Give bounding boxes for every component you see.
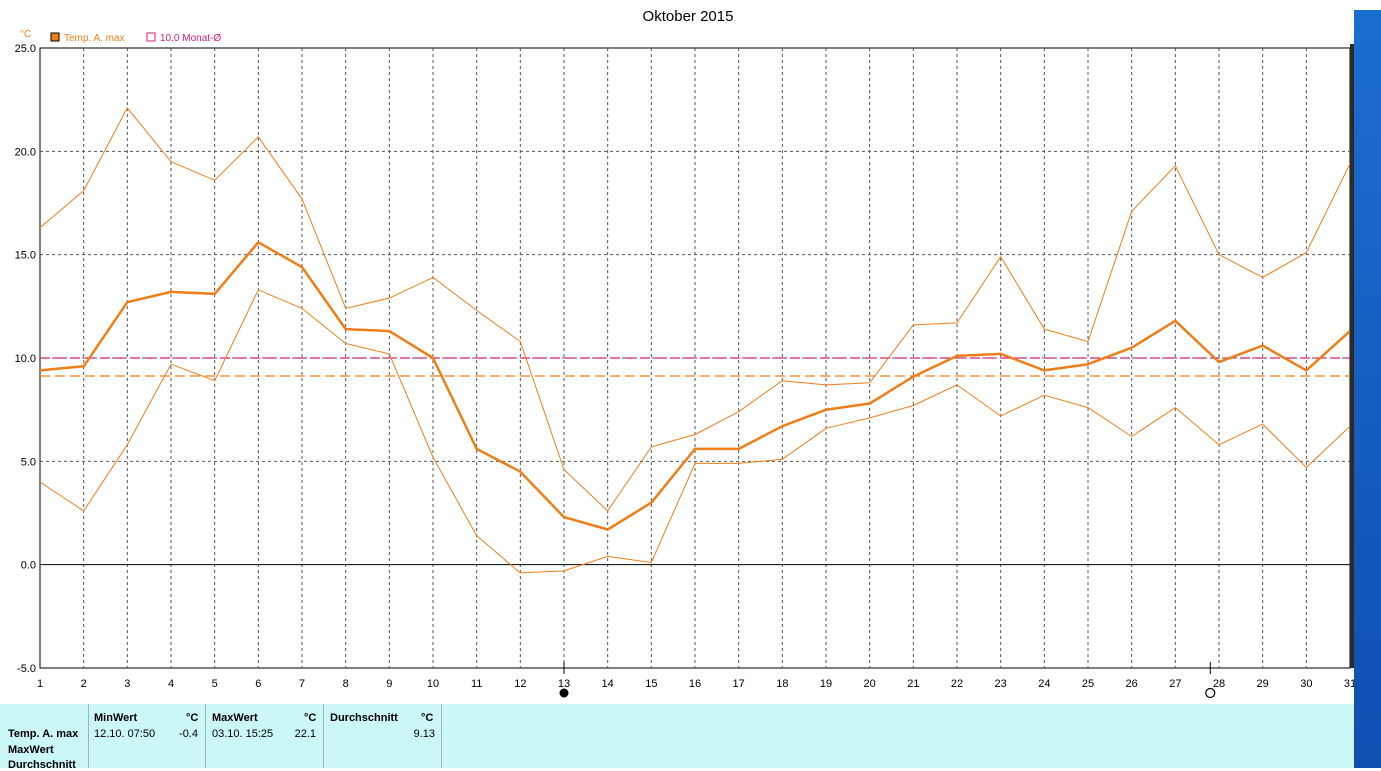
avg-value: 9.13 xyxy=(413,728,435,740)
min-timestamp: 12.10. 07:50 xyxy=(94,728,156,740)
stats-row-label: MaxWert xyxy=(8,744,54,756)
stats-divider xyxy=(88,704,89,768)
x-tick-label: 27 xyxy=(1169,678,1181,690)
new-moon-icon xyxy=(559,688,569,698)
x-tick-label: 7 xyxy=(299,678,305,690)
x-tick-label: 6 xyxy=(255,678,261,690)
window-corner xyxy=(1354,0,1381,10)
y-tick-label: 10.0 xyxy=(15,353,36,365)
x-tick-label: 9 xyxy=(386,678,392,690)
min-header: MinWert xyxy=(94,712,138,724)
avg-unit: °C xyxy=(421,712,434,724)
series-line-max xyxy=(39,107,1351,512)
x-tick-label: 25 xyxy=(1082,678,1094,690)
max-timestamp: 03.10. 15:25 xyxy=(212,728,274,740)
min-unit: °C xyxy=(186,712,199,724)
full-moon-icon xyxy=(1205,687,1216,699)
x-tick-label: 12 xyxy=(514,678,526,690)
chart-area: 25.020.015.010.05.00.0-5.01 2 3 4 5 6 7 8 9 10 11 1… xyxy=(15,8,1354,699)
stats-panel: Temp. A. max MaxWert Durchschnitt MinWer… xyxy=(0,704,1354,771)
y-tick-label: 25.0 xyxy=(15,43,36,55)
window-scrollbar[interactable] xyxy=(1354,0,1381,768)
legend-swatch-temp xyxy=(50,32,60,42)
x-tick-label: 28 xyxy=(1213,678,1225,690)
series-line-min xyxy=(39,289,1351,574)
x-tick-label: 17 xyxy=(733,678,745,690)
x-tick-label: 30 xyxy=(1300,678,1312,690)
stats-divider xyxy=(441,704,442,768)
stats-row-label: Durchschnitt xyxy=(8,759,76,771)
x-tick-label: 16 xyxy=(689,678,701,690)
legend-label-monthly-avg: 10.0 Monat-Ø xyxy=(160,33,221,44)
legend-label-temp: Temp. A. max xyxy=(64,33,125,44)
x-tick-label: 3 xyxy=(124,678,130,690)
x-tick-label: 11 xyxy=(471,678,482,690)
y-tick-label: 15.0 xyxy=(15,250,36,262)
y-tick-label: 20.0 xyxy=(15,146,36,158)
y-tick-label: 0.0 xyxy=(21,560,36,572)
x-tick-label: 23 xyxy=(995,678,1007,690)
x-tick-label: 21 xyxy=(907,678,919,690)
x-tick-label: 20 xyxy=(864,678,876,690)
min-value: -0.4 xyxy=(179,728,198,740)
x-tick-label: 2 xyxy=(81,678,87,690)
legend-swatch-monthly-avg xyxy=(146,32,156,42)
chart-title: Oktober 2015 xyxy=(643,8,734,25)
max-header: MaxWert xyxy=(212,712,258,724)
x-tick-label: 10 xyxy=(427,678,439,690)
stats-row-label: Temp. A. max xyxy=(8,728,79,740)
plot-right-border xyxy=(1350,44,1354,668)
stats-divider xyxy=(323,704,324,768)
x-tick-label: 22 xyxy=(951,678,963,690)
series-line-mean xyxy=(39,241,1351,531)
x-tick-label: 29 xyxy=(1257,678,1269,690)
stats-divider xyxy=(205,704,206,768)
x-tick-label: 8 xyxy=(343,678,349,690)
y-tick-label: 5.0 xyxy=(21,456,36,468)
max-unit: °C xyxy=(304,712,317,724)
x-tick-label: 13 xyxy=(558,678,570,690)
y-tick-label: -5.0 xyxy=(17,663,36,675)
avg-header: Durchschnitt xyxy=(330,712,398,724)
max-value: 22.1 xyxy=(294,728,316,740)
x-tick-label: 14 xyxy=(602,678,614,690)
y-unit-label: °C xyxy=(20,29,31,40)
x-tick-label: 18 xyxy=(776,678,788,690)
x-tick-label: 15 xyxy=(645,678,657,690)
x-tick-label: 5 xyxy=(212,678,218,690)
x-tick-label: 31 xyxy=(1344,678,1354,690)
x-tick-label: 1 xyxy=(37,678,43,690)
x-tick-label: 19 xyxy=(820,678,832,690)
x-tick-label: 26 xyxy=(1126,678,1138,690)
x-tick-label: 4 xyxy=(168,678,174,690)
x-tick-label: 24 xyxy=(1038,678,1050,690)
